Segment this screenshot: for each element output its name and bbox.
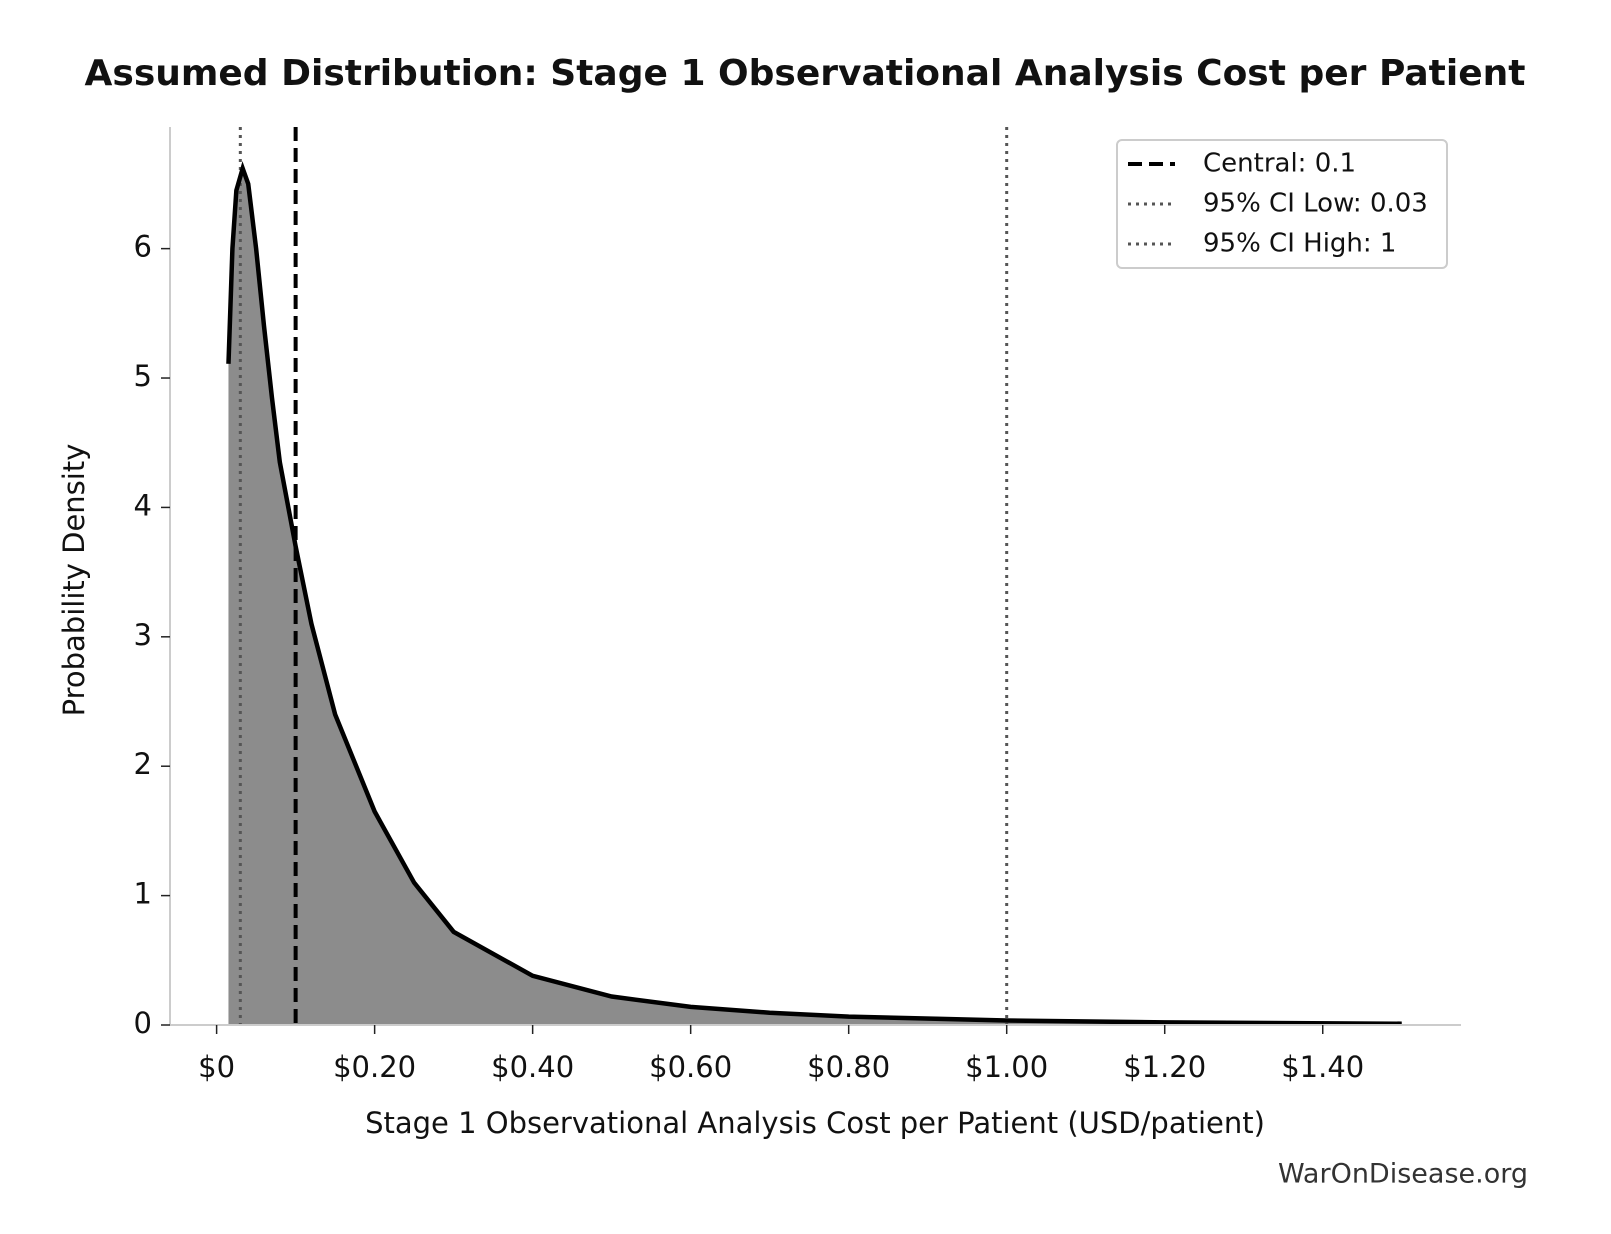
chart-title: Assumed Distribution: Stage 1 Observatio… bbox=[85, 53, 1526, 94]
y-tick-label: 1 bbox=[134, 877, 152, 911]
x-tick-label: $1.00 bbox=[965, 1050, 1048, 1084]
legend-label: 95% CI Low: 0.03 bbox=[1203, 189, 1428, 219]
x-tick-label: $0 bbox=[198, 1050, 235, 1084]
watermark: WarOnDisease.org bbox=[1278, 1159, 1528, 1190]
x-axis-label: Stage 1 Observational Analysis Cost per … bbox=[365, 1106, 1265, 1140]
x-tick-label: $0.60 bbox=[649, 1050, 732, 1084]
x-tick-label: $0.80 bbox=[807, 1050, 890, 1084]
density-line bbox=[226, 161, 1402, 1026]
density-fill bbox=[228, 168, 1402, 1025]
y-tick-label: 5 bbox=[134, 359, 152, 393]
legend-box bbox=[1116, 139, 1448, 269]
y-tick-label: 4 bbox=[134, 488, 152, 522]
y-tick-label: 2 bbox=[134, 747, 152, 781]
y-axis-label: Probability Density bbox=[57, 444, 91, 717]
legend-label: 95% CI High: 1 bbox=[1203, 229, 1396, 259]
x-tick-label: $1.40 bbox=[1281, 1050, 1364, 1084]
legend-label: Central: 0.1 bbox=[1203, 149, 1356, 179]
x-tick-label: $0.40 bbox=[491, 1050, 574, 1084]
x-tick-label: $0.20 bbox=[333, 1050, 416, 1084]
y-tick-label: 6 bbox=[134, 230, 152, 264]
y-tick-label: 3 bbox=[134, 618, 152, 652]
legend: Central: 0.1 95% CI Low: 0.03 95% CI High:… bbox=[1116, 139, 1448, 269]
x-tick-label: $1.20 bbox=[1123, 1050, 1206, 1084]
y-tick-label: 0 bbox=[134, 1006, 152, 1040]
